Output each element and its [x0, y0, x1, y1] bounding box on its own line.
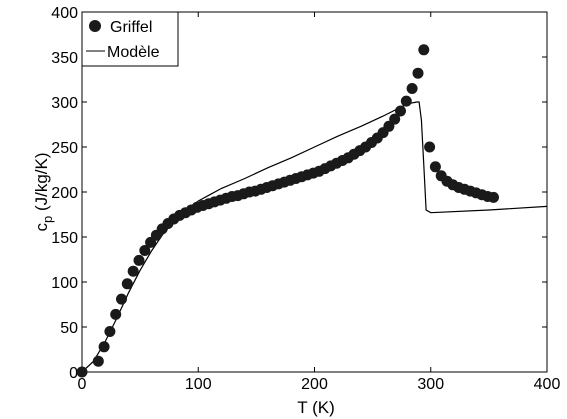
y-tick-label: 300 — [51, 95, 78, 112]
x-tick-label: 400 — [534, 376, 561, 393]
griffel-point — [98, 341, 110, 353]
modele-line — [81, 101, 548, 373]
legend-marker-griffel — [89, 20, 101, 32]
griffel-point — [429, 161, 441, 173]
y-axis-title-unit: (J/kg/K) — [32, 152, 51, 215]
x-axis-title: T (K) — [297, 398, 334, 417]
x-tick-label: 0 — [78, 376, 87, 393]
legend: Griffel Modèle — [81, 11, 179, 67]
y-axis-title-main: c — [32, 223, 51, 232]
legend-label-griffel: Griffel — [110, 19, 152, 36]
griffel-point — [127, 265, 139, 277]
griffel-series — [76, 44, 499, 378]
griffel-point — [104, 326, 116, 337]
griffel-point — [110, 308, 122, 320]
griffel-point — [406, 83, 418, 94]
y-axis-title-subscript: p — [40, 216, 55, 223]
y-tick-label: 350 — [51, 50, 78, 67]
griffel-point — [76, 366, 88, 378]
y-tick-label: 0 — [69, 365, 78, 382]
griffel-point — [418, 44, 430, 56]
x-tick-label: 100 — [185, 376, 212, 393]
y-axis-ticks: 0 50 100 150 200 250 300 350 400 — [51, 5, 547, 382]
griffel-point — [116, 293, 127, 305]
griffel-point — [488, 191, 499, 203]
model-series — [81, 101, 548, 373]
y-tick-label: 100 — [51, 275, 78, 292]
griffel-point — [389, 113, 401, 125]
x-tick-label: 200 — [301, 376, 328, 393]
griffel-point — [400, 95, 412, 107]
x-tick-label: 300 — [417, 376, 444, 393]
y-tick-label: 50 — [60, 320, 78, 337]
griffel-point — [133, 254, 145, 266]
griffel-point — [139, 245, 151, 256]
y-axis-title: cp (J/kg/K) — [32, 152, 55, 231]
griffel-point — [92, 355, 104, 367]
y-tick-label: 400 — [51, 5, 78, 22]
y-tick-label: 150 — [51, 230, 78, 247]
griffel-point — [395, 105, 406, 117]
y-tick-label: 250 — [51, 140, 78, 157]
legend-label-modele: Modèle — [107, 44, 160, 61]
griffel-point — [412, 67, 424, 79]
griffel-point — [121, 278, 133, 290]
x-axis-ticks: 0 100 200 300 400 — [78, 12, 561, 393]
y-tick-label: 200 — [51, 185, 78, 202]
griffel-point — [424, 141, 436, 153]
